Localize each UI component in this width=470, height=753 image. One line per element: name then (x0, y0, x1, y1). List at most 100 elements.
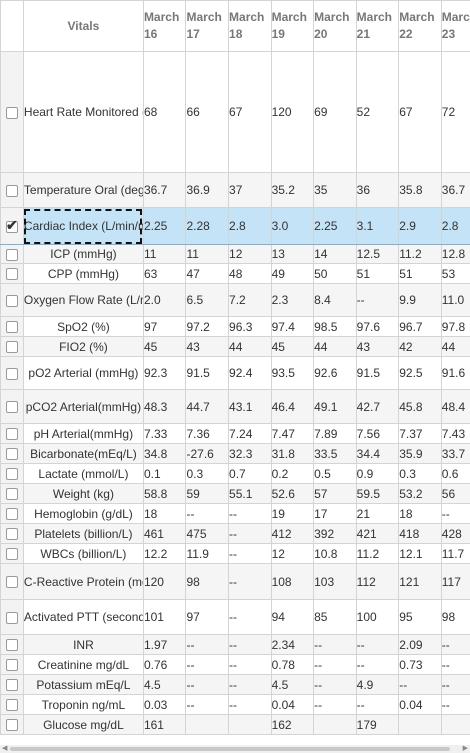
row-checkbox[interactable] (5, 679, 18, 692)
vital-value-cell[interactable]: 32.3 (228, 443, 272, 464)
vital-row[interactable]: FIO2 (%)454344454443424445 (0, 336, 470, 357)
vital-value-cell[interactable]: 161 (142, 714, 187, 735)
vital-value-cell[interactable]: 4.5 (142, 674, 187, 695)
vital-value-cell[interactable]: 10.8 (313, 543, 357, 564)
vital-value-cell[interactable]: -- (440, 634, 470, 655)
vital-value-cell[interactable]: 68 (142, 51, 187, 173)
vital-value-cell[interactable]: 36.9 (185, 172, 230, 208)
vital-value-cell[interactable]: 418 (398, 523, 442, 544)
vital-label[interactable]: Activated PTT (seconds) (22, 599, 144, 635)
vital-row[interactable]: Creatinine mg/dL0.76----0.78----0.73--0. (0, 654, 470, 675)
vital-value-cell[interactable]: 97.8 (440, 316, 470, 337)
vital-value-cell[interactable]: 56 (440, 483, 470, 504)
vital-label[interactable]: Creatinine mg/dL (22, 654, 144, 675)
date-column-header[interactable]: March 20 (313, 0, 357, 52)
vital-label[interactable]: Potassium mEq/L (22, 674, 144, 695)
vital-label[interactable]: Troponin ng/mL (22, 694, 144, 715)
vital-value-cell[interactable]: 51 (355, 263, 400, 284)
vital-value-cell[interactable]: 49 (270, 263, 315, 284)
vital-row[interactable]: Potassium mEq/L4.5----4.5--4.9----4. (0, 674, 470, 695)
vital-value-cell[interactable]: 7.24 (228, 423, 272, 444)
vital-value-cell[interactable]: 11 (185, 244, 230, 264)
vital-value-cell[interactable]: -- (398, 674, 442, 695)
vital-value-cell[interactable]: 98 (185, 563, 230, 600)
vital-value-cell[interactable]: 48 (228, 263, 272, 284)
vital-value-cell[interactable]: 18 (142, 503, 187, 524)
vital-value-cell[interactable]: 3.1 (355, 207, 400, 245)
vital-value-cell[interactable]: -- (185, 694, 230, 715)
vital-label[interactable]: pCO2 Arterial(mmHg) (22, 389, 144, 424)
vital-value-cell[interactable]: 96.3 (228, 316, 272, 337)
vital-value-cell[interactable]: 0.7 (228, 463, 272, 484)
vital-value-cell[interactable]: 59 (185, 483, 230, 504)
vital-value-cell[interactable]: -- (228, 634, 272, 655)
vital-label[interactable]: CPP (mmHg) (22, 263, 144, 284)
vital-value-cell[interactable]: 21 (355, 503, 400, 524)
vital-value-cell[interactable]: 45 (142, 336, 187, 357)
vital-value-cell[interactable] (185, 714, 230, 735)
date-column-header[interactable]: March 18 (228, 0, 272, 52)
row-checkbox[interactable] (5, 248, 18, 261)
vital-value-cell[interactable]: 72 (440, 51, 470, 173)
vital-value-cell[interactable]: 392 (313, 523, 357, 544)
vital-value-cell[interactable]: -- (185, 674, 230, 695)
row-checkbox[interactable] (5, 508, 18, 521)
vital-value-cell[interactable]: 59.5 (355, 483, 400, 504)
vital-label[interactable]: SpO2 (%) (22, 316, 144, 337)
vital-value-cell[interactable]: 7.89 (313, 423, 357, 444)
row-checkbox[interactable] (5, 548, 18, 561)
vital-value-cell[interactable]: -- (228, 563, 272, 600)
date-column-header[interactable]: March 22 (398, 0, 442, 52)
date-column-header[interactable]: March 21 (355, 0, 400, 52)
vital-value-cell[interactable]: 35 (313, 172, 357, 208)
vital-value-cell[interactable]: 11.2 (398, 244, 442, 264)
row-checkbox[interactable] (5, 184, 18, 197)
vital-value-cell[interactable]: 11.7 (440, 543, 470, 564)
vital-value-cell[interactable]: 121 (398, 563, 442, 600)
vital-value-cell[interactable]: 13 (270, 244, 315, 264)
vital-value-cell[interactable]: 0.04 (270, 694, 315, 715)
vital-value-cell[interactable]: 2.8 (440, 207, 470, 245)
row-checkbox[interactable] (5, 639, 18, 652)
vital-value-cell[interactable]: 97.4 (270, 316, 315, 337)
row-checkbox[interactable] (5, 268, 18, 281)
vital-value-cell[interactable]: 52 (355, 51, 400, 173)
vital-row[interactable]: Bicarbonate(mEq/L) 34.8 -27.6 32.3 31.8 33.5 3… (0, 443, 470, 464)
vital-value-cell[interactable]: 6.5 (185, 283, 230, 317)
vital-value-cell[interactable]: 34.8 (142, 443, 187, 464)
vital-value-cell[interactable]: 120 (142, 563, 187, 600)
vital-value-cell[interactable]: 67 (398, 51, 442, 173)
vital-row[interactable]: C-Reactive Protein (mg/L)12098--10810311… (0, 563, 470, 600)
vital-value-cell[interactable]: 117 (440, 563, 470, 600)
vital-value-cell[interactable]: 2.8 (228, 207, 272, 245)
vital-value-cell[interactable]: 52.6 (270, 483, 315, 504)
vital-value-cell[interactable]: -- (185, 654, 230, 675)
vital-value-cell[interactable]: 67 (228, 51, 272, 173)
vital-value-cell[interactable]: 92.6 (313, 356, 357, 390)
vital-row[interactable]: Oxygen Flow Rate (L/min)2.06.57.22.38.4-… (0, 283, 470, 317)
vital-value-cell[interactable]: 0.9 (355, 463, 400, 484)
vital-value-cell[interactable]: 0.76 (142, 654, 187, 675)
vital-row[interactable]: Glucose mg/dL 161 162 179 (0, 714, 470, 735)
vital-value-cell[interactable]: 7.56 (355, 423, 400, 444)
vital-row[interactable]: WBCs (billion/L) 12.2 11.9 -- 12 10.8 11.2 12.1… (0, 543, 470, 564)
row-checkbox[interactable] (5, 321, 18, 334)
vital-value-cell[interactable]: 2.25 (313, 207, 357, 245)
vital-value-cell[interactable]: 36.7 (440, 172, 470, 208)
vital-value-cell[interactable]: 100 (355, 599, 400, 635)
vital-label[interactable]: pO2 Arterial (mmHg) (22, 356, 144, 390)
vital-value-cell[interactable]: 46.4 (270, 389, 315, 424)
vital-value-cell[interactable]: 108 (270, 563, 315, 600)
vital-value-cell[interactable]: 35.8 (398, 172, 442, 208)
vital-value-cell[interactable]: -- (355, 283, 400, 317)
vital-value-cell[interactable]: -- (313, 654, 357, 675)
vital-value-cell[interactable] (313, 714, 357, 735)
vital-value-cell[interactable]: 33.5 (313, 443, 357, 464)
vital-row[interactable]: Lactate (mmol/L) 0.1 0.3 0.7 0.2 0.5 0.9 0.3 0.6… (0, 463, 470, 484)
vital-label[interactable]: C-Reactive Protein (mg/L) (22, 563, 144, 600)
row-checkbox[interactable] (5, 699, 18, 712)
vital-value-cell[interactable]: -- (185, 634, 230, 655)
